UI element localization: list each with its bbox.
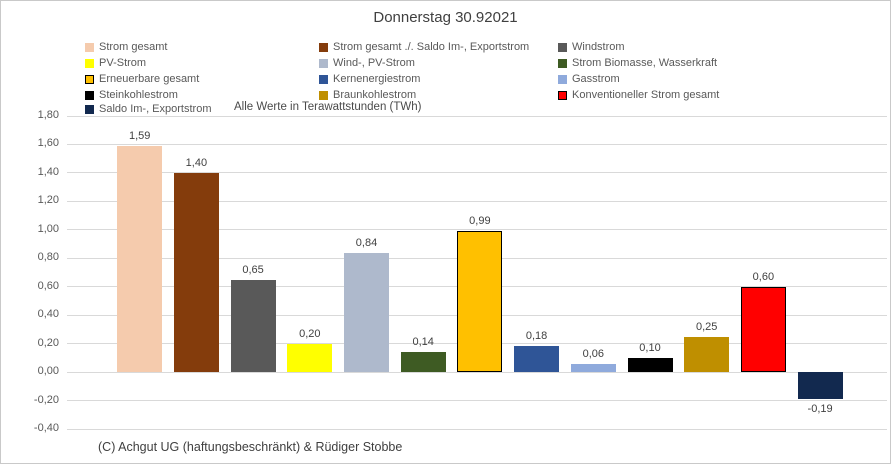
bar-value-label: 1,40 (185, 156, 208, 169)
legend-swatch (85, 90, 94, 100)
legend-item: Strom Biomasse, Wasserkraft (558, 56, 717, 70)
gridline (67, 172, 887, 174)
gridline (67, 371, 887, 373)
bar-value-label: 0,99 (469, 215, 491, 228)
y-axis-tick-label: 0,00 (37, 365, 59, 378)
legend-item: Strom gesamt ./. Saldo Im-, Exportstrom (319, 40, 529, 54)
legend-swatch (85, 104, 94, 114)
bar (230, 279, 276, 373)
copyright-text: (C) Achgut UG (haftungsbeschränkt) & Rüd… (98, 440, 403, 454)
units-note: Alle Werte in Terawattstunden (TWh) (234, 101, 422, 113)
legend-item: Gasstrom (558, 72, 620, 86)
bar (344, 252, 389, 373)
legend-item: Strom gesamt (85, 40, 167, 54)
bar (684, 336, 730, 373)
legend-item: Kernenergiestrom (319, 72, 420, 86)
legend-swatch (558, 58, 567, 68)
legend-item: Windstrom (558, 40, 625, 54)
legend-swatch (319, 42, 328, 52)
legend-label: Windstrom (572, 41, 625, 53)
legend-item: PV-Strom (85, 56, 146, 70)
bar (570, 363, 616, 373)
legend-label: Gasstrom (572, 73, 620, 85)
legend-label: Strom Biomasse, Wasserkraft (572, 57, 718, 69)
bar-value-label: 0,60 (752, 270, 775, 283)
legend-swatch (319, 58, 328, 68)
legend-label: Konventioneller Strom gesamt (572, 89, 720, 101)
legend-item: Saldo Im-, Exportstrom (85, 102, 211, 116)
y-axis-tick-label: 1,00 (37, 222, 59, 235)
legend-item: Braunkohlestrom (319, 88, 416, 102)
legend-item: Wind-, PV-Strom (319, 56, 415, 70)
bar (117, 145, 163, 373)
y-axis-tick-label: 0,40 (37, 308, 59, 321)
legend-label: Strom gesamt (99, 41, 168, 53)
bar (173, 172, 219, 373)
legend-label: Wind-, PV-Strom (333, 57, 415, 69)
bar-value-label: 0,14 (412, 336, 434, 349)
bar-value-label: 0,10 (639, 341, 661, 354)
y-axis-tick-label: 0,20 (37, 336, 59, 349)
legend-swatch (558, 74, 567, 84)
legend-swatch (558, 90, 567, 100)
legend-label: Saldo Im-, Exportstrom (99, 103, 212, 115)
legend-swatch (85, 42, 94, 52)
y-axis-tick-label: 0,60 (37, 279, 59, 292)
y-axis-tick-label: 0,80 (37, 251, 59, 264)
legend-swatch (85, 58, 94, 68)
bar-value-label: 0,20 (299, 327, 321, 340)
gridline (67, 400, 887, 402)
legend-label: PV-Strom (99, 57, 147, 69)
legend-label: Kernenergiestrom (333, 73, 421, 85)
bar-value-label: 1,59 (128, 129, 151, 142)
bar-value-label: 0,84 (355, 236, 378, 249)
bar (740, 286, 786, 373)
bar (400, 352, 446, 373)
gridline (67, 200, 887, 202)
y-axis-tick-label: -0,20 (33, 393, 59, 406)
chart-title: Donnerstag 30.92021 (373, 9, 518, 26)
bar (627, 357, 673, 373)
bar (797, 372, 843, 400)
bar-value-label: 0,18 (525, 330, 548, 343)
y-axis-tick-label: 1,40 (37, 165, 59, 178)
legend-item: Konventioneller Strom gesamt (558, 88, 719, 102)
bar (457, 231, 503, 373)
gridline (67, 115, 887, 117)
bar-value-label: 0,65 (242, 263, 264, 276)
y-axis-tick-label: 1,60 (37, 137, 59, 150)
legend-swatch (558, 42, 567, 52)
legend-swatch (85, 74, 94, 84)
gridline (67, 143, 887, 145)
legend-label: Braunkohlestrom (333, 89, 417, 101)
gridline (67, 428, 887, 430)
legend-swatch (319, 74, 328, 84)
legend-label: Erneuerbare gesamt (99, 73, 200, 85)
bar-value-label: 0,25 (695, 320, 718, 333)
legend-label: Steinkohlestrom (99, 89, 178, 101)
gridline (67, 229, 887, 231)
y-axis-tick-label: 1,20 (37, 194, 59, 207)
legend-item: Steinkohlestrom (85, 88, 178, 102)
bar-value-label: 0,06 (582, 347, 604, 360)
legend-label: Strom gesamt ./. Saldo Im-, Exportstrom (333, 41, 530, 53)
bar-value-label: -0,19 (807, 403, 833, 416)
legend-item: Erneuerbare gesamt (85, 72, 199, 86)
legend-swatch (319, 90, 328, 100)
bar (287, 343, 333, 373)
y-axis-tick-label: 1,80 (37, 109, 59, 121)
y-axis-tick-label: -0,40 (33, 422, 59, 434)
bar (514, 346, 560, 373)
